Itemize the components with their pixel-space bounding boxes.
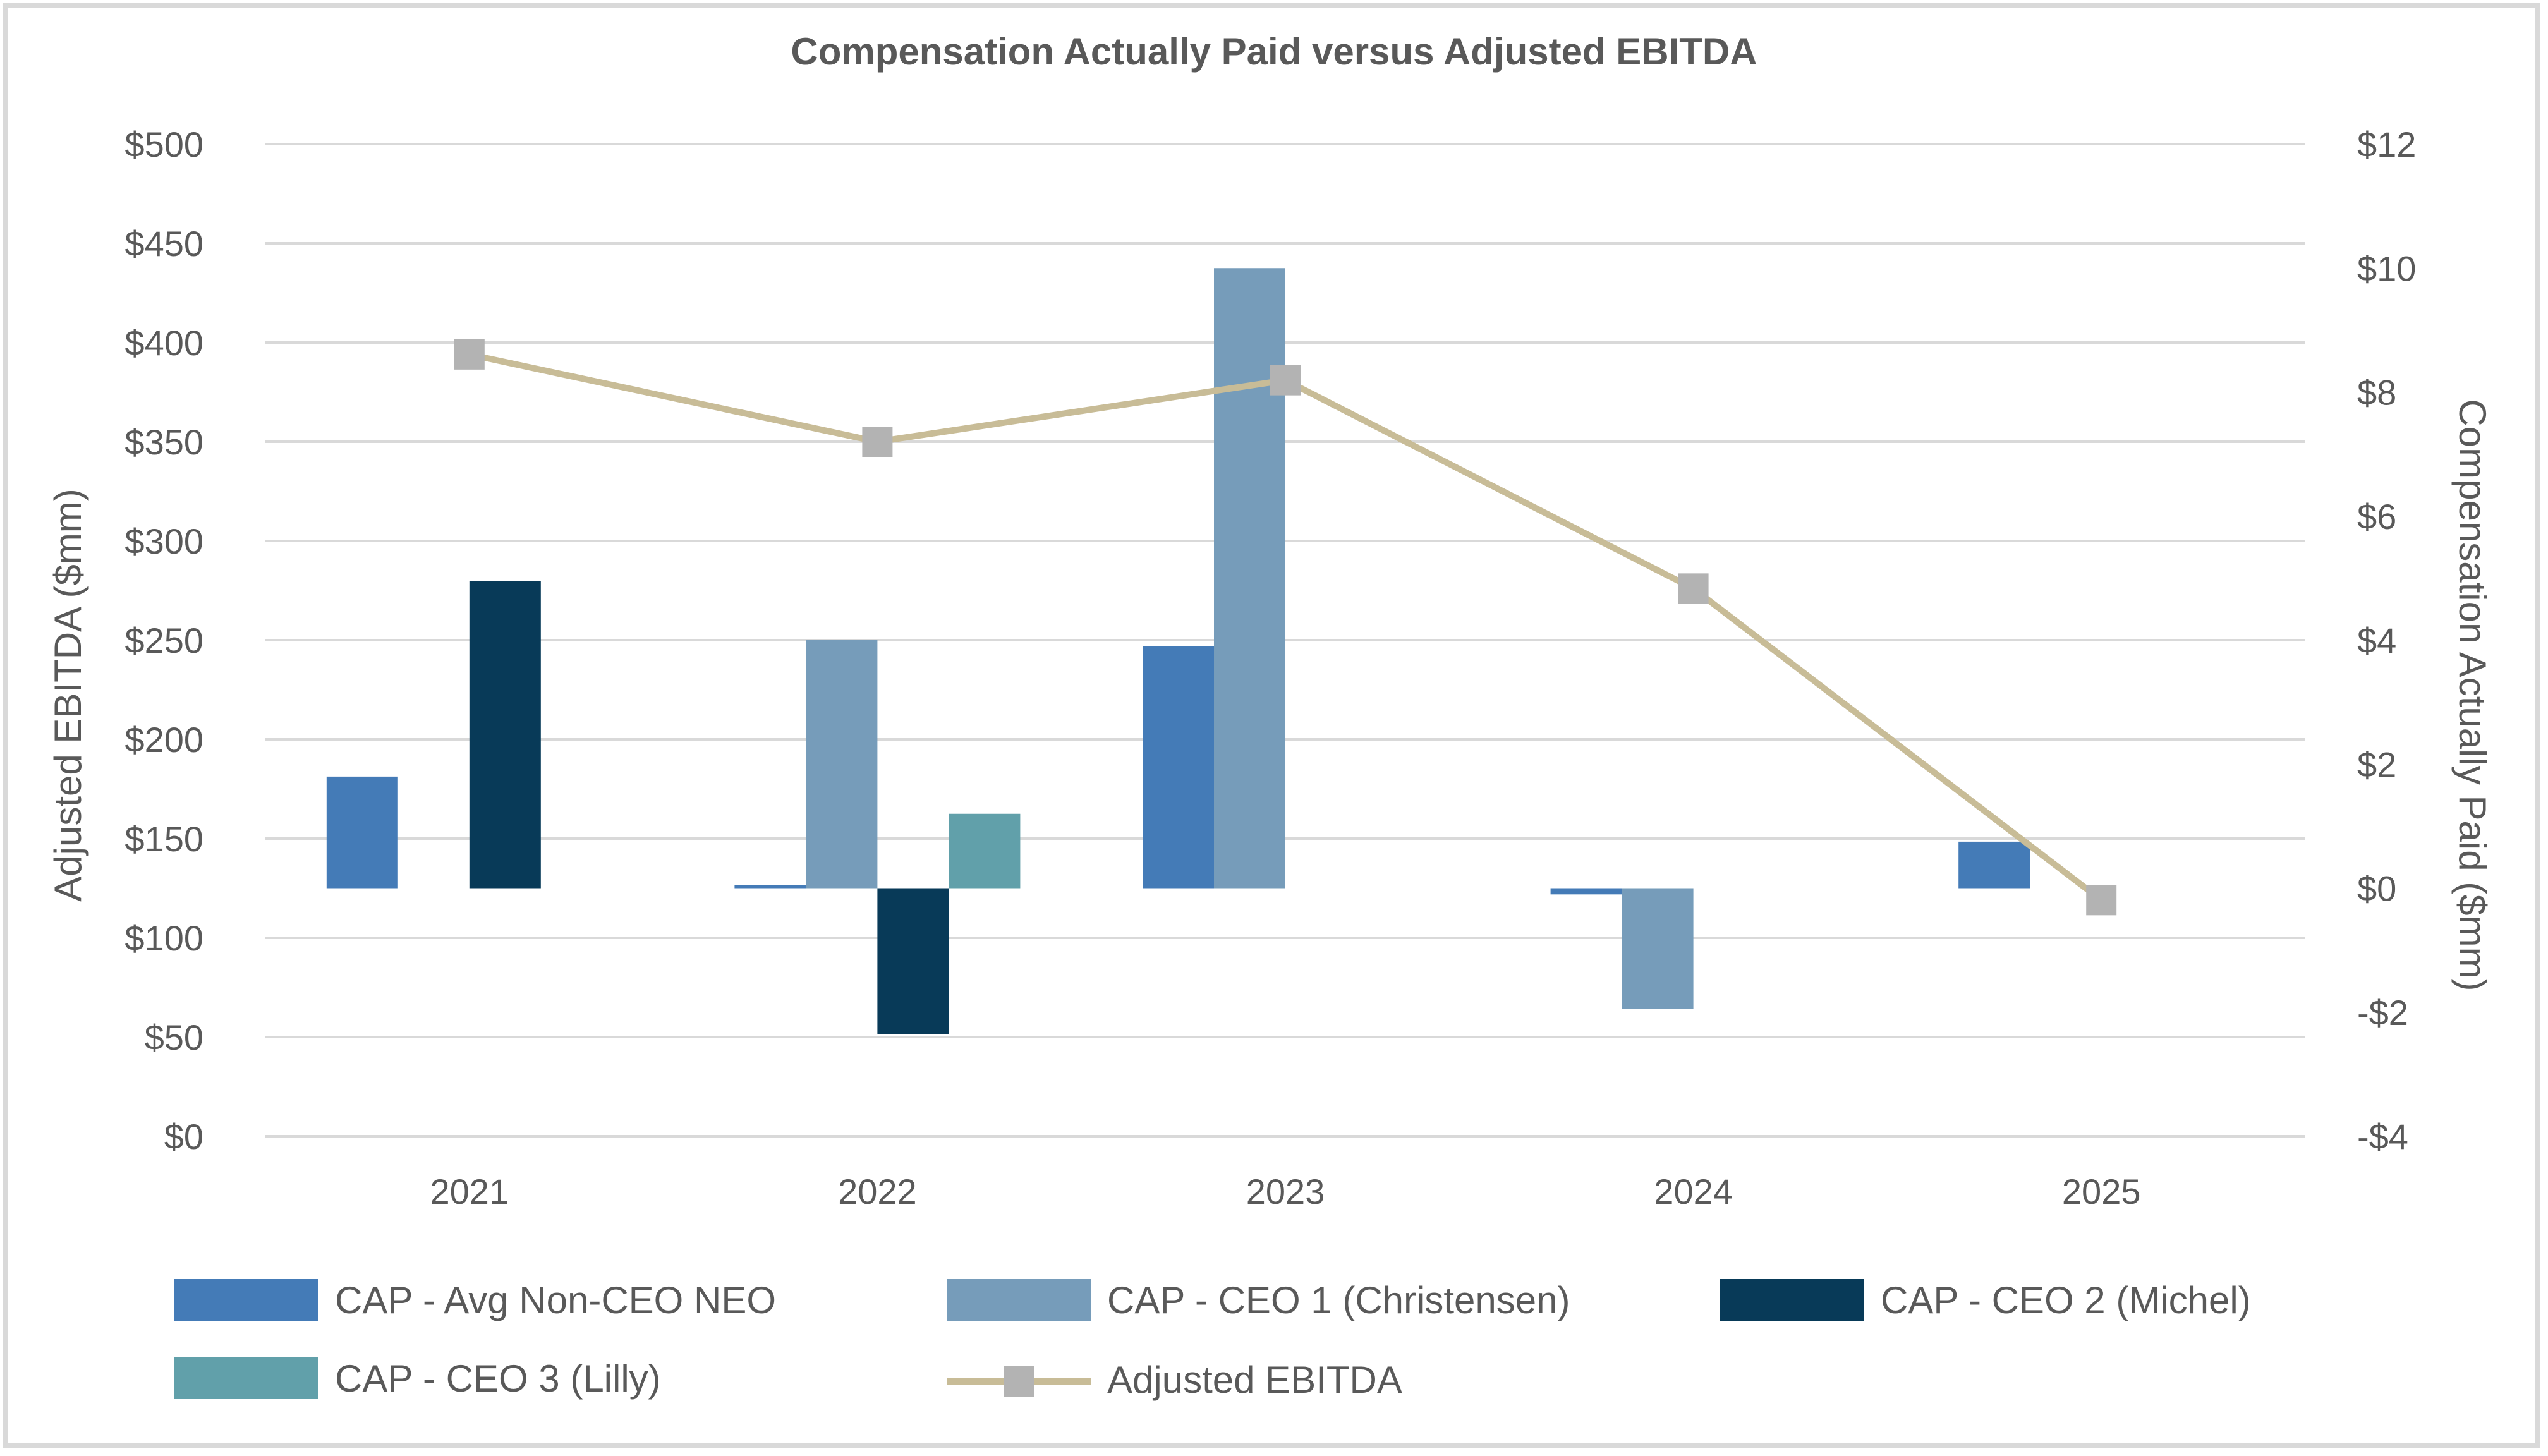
left-tick-label: $400 bbox=[124, 323, 203, 363]
ebitda-marker-2025 bbox=[2086, 885, 2117, 916]
right-tick-label: $12 bbox=[2357, 124, 2416, 164]
x-tick-label: 2022 bbox=[838, 1172, 917, 1211]
bar-2-2024 bbox=[1622, 888, 1694, 1009]
bar-1-2022 bbox=[734, 885, 806, 889]
left-axis-title: Adjusted EBITDA ($mm) bbox=[47, 488, 89, 902]
bar-1-2023 bbox=[1143, 646, 1214, 889]
chart-title: Compensation Actually Paid versus Adjust… bbox=[791, 30, 1757, 73]
bar-4-2022 bbox=[949, 813, 1021, 889]
right-tick-label: $2 bbox=[2357, 744, 2396, 784]
legend-swatch-4 bbox=[174, 1357, 318, 1399]
bar-3-2022 bbox=[877, 888, 949, 1034]
right-tick-label: -$4 bbox=[2357, 1117, 2408, 1156]
left-tick-label: $200 bbox=[124, 720, 203, 760]
bar-1-2021 bbox=[326, 776, 398, 889]
left-tick-label: $0 bbox=[164, 1117, 203, 1156]
left-tick-label: $100 bbox=[124, 918, 203, 958]
right-axis-ticks: -$4 -$2 $0 $2 $4 $6 $8 $10 $12 bbox=[2357, 124, 2416, 1156]
right-tick-label: $10 bbox=[2357, 248, 2416, 288]
bar-1-2025 bbox=[1958, 841, 2030, 889]
left-tick-label: $50 bbox=[145, 1017, 203, 1057]
x-tick-label: 2021 bbox=[430, 1172, 509, 1211]
ebitda-marker-2023 bbox=[1270, 365, 1301, 396]
right-tick-label: $0 bbox=[2357, 869, 2396, 909]
left-tick-label: $300 bbox=[124, 521, 203, 561]
legend-line-marker bbox=[1004, 1366, 1034, 1397]
left-tick-label: $500 bbox=[124, 124, 203, 164]
x-tick-label: 2025 bbox=[2062, 1172, 2141, 1211]
legend-label-4: CAP - CEO 3 (Lilly) bbox=[335, 1357, 661, 1400]
legend-swatch-3 bbox=[1720, 1279, 1864, 1321]
legend-swatch-1 bbox=[174, 1279, 318, 1321]
legend: CAP - Avg Non-CEO NEO CAP - CEO 1 (Christ… bbox=[174, 1279, 2251, 1401]
bar-3-2021 bbox=[469, 581, 541, 889]
ebitda-marker-2021 bbox=[454, 339, 485, 370]
left-tick-label: $150 bbox=[124, 819, 203, 859]
legend-label-1: CAP - Avg Non-CEO NEO bbox=[335, 1279, 776, 1321]
x-tick-label: 2023 bbox=[1246, 1172, 1325, 1211]
legend-swatch-2 bbox=[947, 1279, 1091, 1321]
left-tick-label: $350 bbox=[124, 422, 203, 462]
legend-label-line: Adjusted EBITDA bbox=[1107, 1359, 1402, 1401]
ebitda-marker-2024 bbox=[1678, 573, 1709, 604]
x-tick-label: 2024 bbox=[1654, 1172, 1733, 1211]
legend-label-3: CAP - CEO 2 (Michel) bbox=[1881, 1279, 2251, 1321]
x-axis-ticks: 2021 2022 2023 2024 2025 bbox=[430, 1172, 2141, 1211]
right-tick-label: $4 bbox=[2357, 621, 2396, 660]
legend-label-2: CAP - CEO 1 (Christensen) bbox=[1107, 1279, 1570, 1321]
left-axis-ticks: $0 $50 $100 $150 $200 $250 $300 $350 $400 $450 $50… bbox=[124, 124, 203, 1156]
left-tick-label: $450 bbox=[124, 224, 203, 264]
bar-1-2024 bbox=[1550, 888, 1622, 895]
right-axis-title: Compensation Actually Paid ($mm) bbox=[2451, 399, 2494, 991]
left-tick-label: $250 bbox=[124, 621, 203, 660]
ebitda-marker-2022 bbox=[862, 427, 893, 457]
bar-2-2022 bbox=[806, 640, 878, 889]
bar-2-2023 bbox=[1214, 268, 1285, 889]
right-tick-label: $6 bbox=[2357, 497, 2396, 537]
right-tick-label: $8 bbox=[2357, 373, 2396, 413]
ebitda-line-series bbox=[454, 339, 2117, 916]
right-tick-label: -$2 bbox=[2357, 993, 2408, 1033]
